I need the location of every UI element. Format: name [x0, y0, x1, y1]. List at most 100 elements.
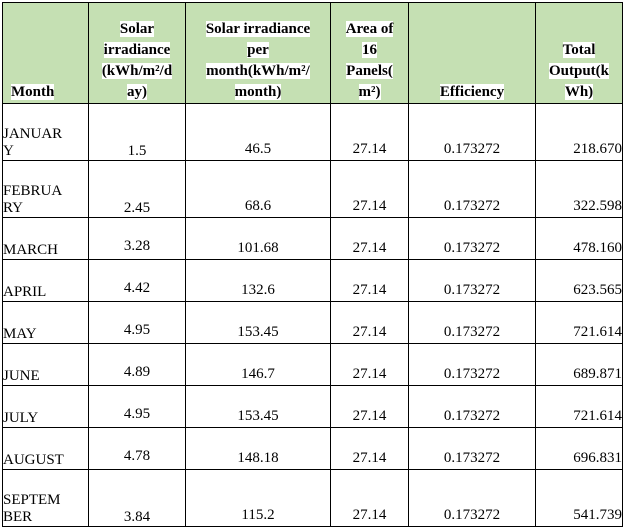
- cell-efficiency: 0.173272: [408, 259, 536, 302]
- header-line: Output(k: [548, 63, 610, 79]
- cell-irradiance-day: 1.5: [88, 103, 186, 161]
- header-line: month): [234, 84, 282, 100]
- cell-irradiance-month: 132.6: [185, 259, 331, 302]
- cell-irradiance-day: 4.95: [88, 385, 186, 428]
- cell-efficiency: 0.173272: [408, 217, 536, 260]
- header-line: month(kWh/m²/: [206, 63, 310, 79]
- header-efficiency-label: Efficiency: [439, 84, 505, 100]
- cell-month: JULY: [2, 385, 89, 428]
- header-row: Month Solar irradiance (kWh/m²/d ay) Sol…: [2, 2, 623, 104]
- table-row: JULY 4.95 153.45 27.14 0.173272 721.614: [2, 385, 623, 428]
- month-text: JANUAR: [3, 126, 63, 142]
- cell-output: 218.670: [535, 103, 623, 161]
- header-line: 16: [362, 42, 377, 58]
- cell-efficiency: 0.173272: [408, 103, 536, 161]
- cell-irradiance-month: 46.5: [185, 103, 331, 161]
- table-row: MAY 4.95 153.45 27.14 0.173272 721.614: [2, 301, 623, 344]
- cell-month: JUNE: [2, 343, 89, 386]
- cell-area: 27.14: [330, 160, 409, 218]
- header-line: Wh): [564, 84, 594, 100]
- month-text: MAY: [3, 326, 37, 342]
- header-area: Area of 16 Panels( m²): [330, 2, 409, 104]
- cell-irradiance-day: 4.78: [88, 427, 186, 470]
- cell-irradiance-month: 153.45: [185, 385, 331, 428]
- header-line: Solar: [119, 21, 155, 37]
- cell-irradiance-month: 148.18: [185, 427, 331, 470]
- cell-irradiance-month: 153.45: [185, 301, 331, 344]
- table-row: AUGUST 4.78 148.18 27.14 0.173272 696.831: [2, 427, 623, 470]
- cell-irradiance-month: 68.6: [185, 160, 331, 218]
- header-line: Solar irradiance: [205, 21, 311, 37]
- month-text: RY: [3, 200, 24, 216]
- header-output: Total Output(k Wh): [535, 2, 623, 104]
- cell-output: 689.871: [535, 343, 623, 386]
- month-text: JUNE: [3, 368, 40, 384]
- header-line: m²): [358, 84, 381, 100]
- month-text: FEBRUA: [3, 183, 63, 199]
- cell-month: MAY: [2, 301, 89, 344]
- cell-output: 541.739: [535, 469, 623, 527]
- table-row: JANUAR Y 1.5 46.5 27.14 0.173272 218.670: [2, 103, 623, 161]
- cell-irradiance-day: 4.89: [88, 343, 186, 386]
- cell-irradiance-day: 4.95: [88, 301, 186, 344]
- cell-area: 27.14: [330, 469, 409, 527]
- cell-efficiency: 0.173272: [408, 469, 536, 527]
- cell-efficiency: 0.173272: [408, 343, 536, 386]
- header-line: Panels(: [346, 63, 393, 79]
- header-line: per: [247, 42, 269, 58]
- cell-month: APRIL: [2, 259, 89, 302]
- cell-month: SEPTEM BER: [2, 469, 89, 527]
- cell-output: 696.831: [535, 427, 623, 470]
- cell-area: 27.14: [330, 103, 409, 161]
- table-row: MARCH 3.28 101.68 27.14 0.173272 478.160: [2, 217, 623, 260]
- header-line: irradiance: [103, 42, 171, 58]
- cell-irradiance-day: 3.84: [88, 469, 186, 527]
- month-text: MARCH: [3, 242, 59, 258]
- header-month: Month: [2, 2, 89, 104]
- cell-output: 478.160: [535, 217, 623, 260]
- cell-irradiance-day: 3.28: [88, 217, 186, 260]
- header-line: Total: [562, 42, 596, 58]
- month-text: BER: [3, 509, 33, 525]
- cell-irradiance-day: 4.42: [88, 259, 186, 302]
- cell-irradiance-month: 101.68: [185, 217, 331, 260]
- table-row: FEBRUA RY 2.45 68.6 27.14 0.173272 322.598: [2, 160, 623, 218]
- cell-area: 27.14: [330, 385, 409, 428]
- cell-area: 27.14: [330, 259, 409, 302]
- table-row: SEPTEM BER 3.84 115.2 27.14 0.173272 541.739: [2, 469, 623, 527]
- month-text: APRIL: [3, 284, 47, 300]
- month-text: Y: [3, 143, 14, 159]
- header-month-label: Month: [11, 84, 55, 100]
- header-irradiance-day: Solar irradiance (kWh/m²/d ay): [88, 2, 186, 104]
- cell-month: AUGUST: [2, 427, 89, 470]
- cell-output: 721.614: [535, 385, 623, 428]
- header-line: ay): [127, 84, 147, 100]
- cell-area: 27.14: [330, 427, 409, 470]
- cell-efficiency: 0.173272: [408, 427, 536, 470]
- header-line: (kWh/m²/d: [101, 63, 173, 79]
- cell-irradiance-month: 146.7: [185, 343, 331, 386]
- cell-output: 322.598: [535, 160, 623, 218]
- table-row: JUNE 4.89 146.7 27.14 0.173272 689.871: [2, 343, 623, 386]
- table-row: APRIL 4.42 132.6 27.14 0.173272 623.565: [2, 259, 623, 302]
- month-text: AUGUST: [3, 452, 64, 468]
- cell-efficiency: 0.173272: [408, 160, 536, 218]
- cell-area: 27.14: [330, 343, 409, 386]
- cell-area: 27.14: [330, 301, 409, 344]
- cell-month: MARCH: [2, 217, 89, 260]
- header-irradiance-month: Solar irradiance per month(kWh/m²/ month…: [185, 2, 331, 104]
- cell-area: 27.14: [330, 217, 409, 260]
- header-efficiency: Efficiency: [408, 2, 536, 104]
- cell-output: 623.565: [535, 259, 623, 302]
- cell-month: FEBRUA RY: [2, 160, 89, 218]
- cell-irradiance-month: 115.2: [185, 469, 331, 527]
- cell-irradiance-day: 2.45: [88, 160, 186, 218]
- cell-efficiency: 0.173272: [408, 385, 536, 428]
- cell-efficiency: 0.173272: [408, 301, 536, 344]
- table-body: JANUAR Y 1.5 46.5 27.14 0.173272 218.670 FEBRUA…: [2, 103, 623, 527]
- cell-month: JANUAR Y: [2, 103, 89, 161]
- month-text: SEPTEM: [3, 492, 61, 508]
- month-text: JULY: [3, 410, 39, 426]
- cell-output: 721.614: [535, 301, 623, 344]
